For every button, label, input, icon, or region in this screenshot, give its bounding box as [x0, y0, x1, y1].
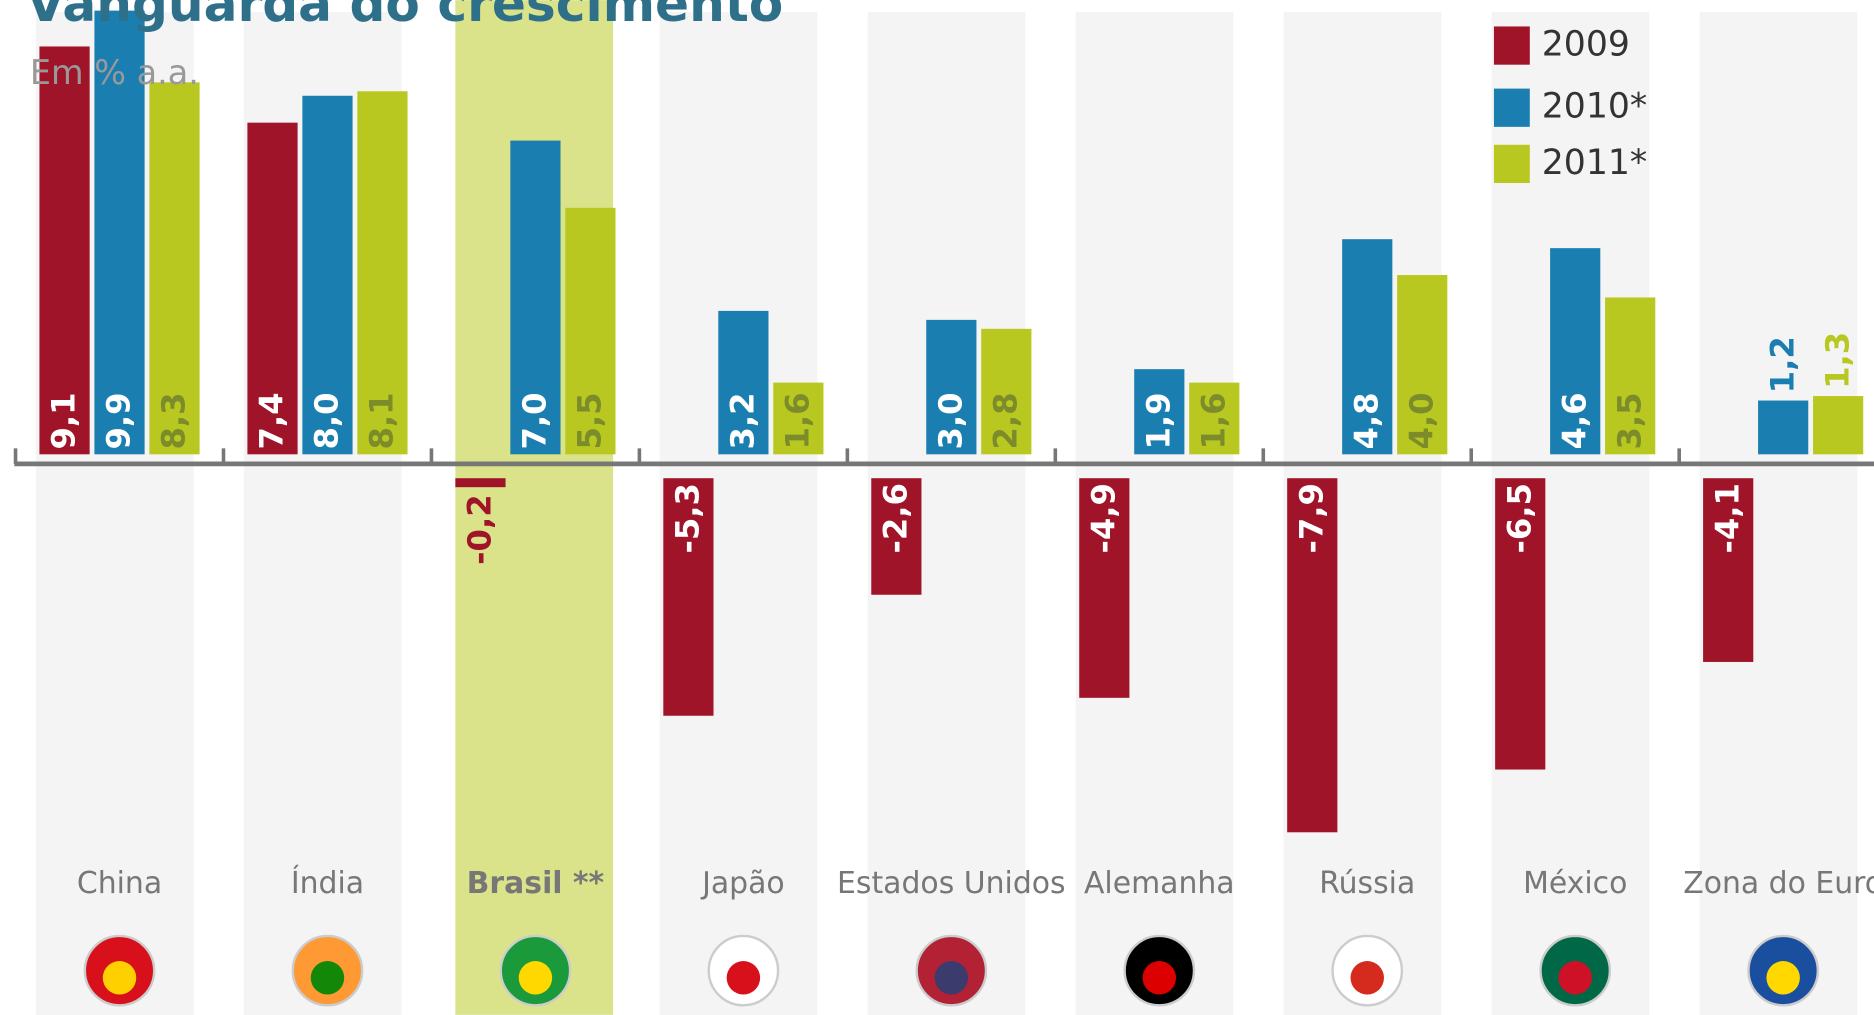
x-tick-label: Brasil ** [467, 866, 605, 901]
value-label: -2,6 [877, 483, 915, 554]
bar [247, 122, 298, 455]
chart-subtitle: Em % a.a. [30, 53, 199, 92]
flag-detail [1766, 961, 1800, 995]
value-label: 8,1 [363, 392, 401, 449]
value-label: 1,6 [779, 392, 817, 449]
value-label: 1,2 [1763, 336, 1801, 393]
value-label: 4,0 [1402, 392, 1440, 449]
bar [510, 140, 561, 455]
legend-label: 2011* [1542, 143, 1647, 183]
value-label: 9,1 [45, 392, 83, 449]
x-tick-label: Índia [291, 865, 364, 901]
value-label: -4,1 [1708, 483, 1746, 554]
value-label: 3,2 [724, 392, 762, 449]
bar [1079, 478, 1130, 698]
legend-label: 2010* [1542, 87, 1647, 127]
bar [149, 82, 200, 455]
bar [565, 207, 616, 455]
bar [455, 478, 506, 488]
value-label: -0,2 [461, 494, 499, 565]
x-tick-label: Rússia [1319, 866, 1415, 901]
bar [773, 382, 824, 455]
x-tick-label: Zona do Euro [1683, 866, 1874, 901]
bar [718, 310, 769, 455]
bar [1605, 297, 1656, 455]
bar [1813, 396, 1864, 455]
value-label: 7,0 [516, 392, 554, 449]
bar [1189, 382, 1240, 455]
value-label: 3,5 [1610, 392, 1648, 449]
value-label: 5,5 [571, 392, 609, 449]
flag-detail [310, 961, 345, 995]
value-label: 1,6 [1194, 392, 1232, 449]
bar [39, 46, 90, 455]
bar [1342, 239, 1393, 455]
flag-detail [518, 961, 553, 995]
bar [1703, 478, 1754, 662]
bar [357, 91, 408, 455]
x-tick-label: China [77, 866, 162, 901]
value-label: 9,9 [100, 392, 138, 449]
value-label: 1,9 [1139, 392, 1177, 449]
bar [94, 10, 145, 455]
x-tick-label: Estados Unidos [837, 866, 1066, 901]
chart-title: Vanguarda do crescimento [26, 0, 783, 33]
value-label: 2,8 [987, 392, 1025, 449]
bar [1287, 478, 1338, 833]
legend-swatch [1493, 144, 1530, 184]
x-tick-label: Japão [700, 866, 785, 901]
plot [39, 10, 1864, 833]
flag-detail [1558, 961, 1592, 995]
flag-detail [1350, 961, 1384, 995]
bar [1134, 369, 1185, 455]
flag-detail [934, 961, 969, 995]
value-label: -5,3 [669, 483, 707, 554]
bar [1495, 478, 1546, 770]
bar [302, 95, 353, 455]
bar [1397, 275, 1448, 455]
bar [1550, 248, 1601, 455]
value-label: -4,9 [1085, 483, 1123, 554]
bar [1758, 400, 1809, 455]
flag-detail [102, 961, 137, 995]
value-label: 1,3 [1818, 332, 1856, 389]
bar [663, 478, 714, 716]
flag-detail [726, 961, 761, 995]
value-label: 3,0 [932, 392, 970, 449]
value-label: -7,9 [1292, 483, 1330, 554]
x-tick-label: Alemanha [1084, 866, 1235, 901]
bar [871, 478, 922, 595]
value-label: 7,4 [253, 392, 291, 449]
legend-label: 2009 [1542, 25, 1630, 65]
value-label: 4,6 [1555, 392, 1593, 449]
bar [981, 328, 1032, 455]
legend-swatch [1493, 88, 1530, 127]
value-label: 4,8 [1347, 392, 1385, 449]
legend-swatch [1493, 26, 1530, 65]
value-label: 8,3 [155, 392, 193, 449]
x-tick-label: México [1523, 866, 1627, 901]
bar [926, 319, 977, 455]
flag-detail [1142, 961, 1177, 995]
value-label: -6,5 [1500, 483, 1538, 554]
value-label: 8,0 [308, 392, 346, 449]
